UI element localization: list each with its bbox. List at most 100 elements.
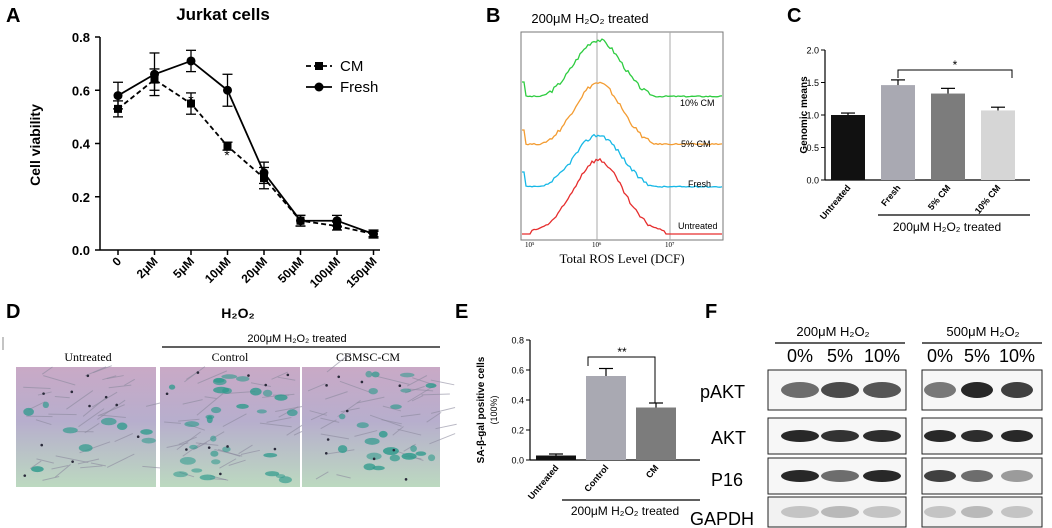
sa-beta-gal-stain: [400, 388, 412, 393]
blot-lane-2b: 5%: [964, 346, 990, 366]
cell-nucleus: [196, 371, 200, 374]
chart-b-title: 200μM H₂O₂ treated: [531, 11, 648, 26]
blot-band: [924, 430, 956, 442]
legend-fresh-label: Fresh: [340, 79, 378, 96]
cell-nucleus: [136, 435, 140, 439]
sa-beta-gal-stain: [116, 422, 128, 431]
chart-a-point-cm: [187, 99, 195, 108]
chart-a-xtick-label: 10μM: [202, 254, 234, 286]
cell-fiber: [271, 371, 289, 380]
cell-fiber: [219, 458, 237, 469]
panel-d-title: H₂O₂: [221, 305, 254, 321]
cell-fiber: [114, 433, 134, 443]
cell-fiber: [435, 423, 457, 430]
chart-e-ytick-label: 0.6: [511, 366, 524, 376]
panel-c: C Genomic means 0.0 0.5 1.0 1.5 2.0 Untreate…: [787, 5, 1030, 234]
sa-beta-gal-stain: [371, 371, 380, 378]
chart-a-ytick-label: 0.0: [72, 243, 90, 258]
sa-beta-gal-stain: [337, 445, 348, 454]
cell-fiber: [340, 407, 360, 413]
sa-beta-gal-stain: [23, 407, 34, 416]
sa-beta-gal-stain: [427, 454, 436, 462]
cell-nucleus: [104, 395, 108, 399]
chart-c-ytick-label: 2.0: [806, 46, 819, 56]
sa-beta-gal-stain: [236, 403, 249, 409]
chart-c-xtick-label: 5% CM: [926, 183, 953, 212]
chart-e-bar-2: [636, 407, 676, 460]
chart-c-group-label: 200μM H₂O₂ treated: [893, 220, 1001, 234]
cell-fiber: [356, 396, 385, 404]
sa-beta-gal-stain: [189, 444, 198, 450]
cell-fiber: [29, 460, 42, 470]
chart-e-ytick-label: 0.4: [511, 396, 524, 406]
sa-beta-gal-stain: [363, 463, 376, 471]
chart-b-histograms: [522, 38, 723, 235]
cell-fiber: [176, 431, 201, 451]
blot-grid: [767, 369, 1043, 528]
sa-beta-gal-stain: [365, 370, 373, 378]
blot-condition-2: 500μM H₂O₂: [946, 324, 1019, 339]
sa-beta-gal-stain: [390, 404, 402, 410]
cell-fiber: [259, 422, 292, 428]
blot-band: [1001, 506, 1033, 518]
sa-beta-gal-stain: [389, 454, 401, 462]
sa-beta-gal-stain: [378, 430, 388, 438]
blot-lane-1b: 0%: [927, 346, 953, 366]
cell-fiber: [250, 382, 271, 387]
cell-fiber: [326, 352, 352, 373]
cell-fiber: [307, 383, 326, 392]
cell-fiber: [36, 458, 54, 464]
blot-band: [781, 430, 819, 442]
blot-condition-1: 200μM H₂O₂: [796, 324, 869, 339]
chart-a-point-fresh: [259, 168, 269, 178]
cell-fiber: [339, 380, 371, 393]
chart-e-ytick-label: 0.8: [511, 336, 524, 346]
chart-a-point-fresh: [223, 85, 232, 95]
chart-c-ytick-label: 1.0: [806, 111, 819, 121]
cell-fiber: [238, 444, 253, 455]
cell-fiber: [320, 419, 337, 430]
chart-c-bars: Untreated Fresh 5% CM 10% CM: [818, 79, 1015, 222]
cell-fiber: [429, 433, 456, 445]
chart-a-xtick-label: 100μM: [307, 254, 343, 290]
sa-beta-gal-stain: [368, 387, 378, 395]
sa-beta-gal-stain: [62, 427, 78, 434]
blot-lane-3a: 10%: [864, 346, 900, 366]
sa-beta-gal-stain: [141, 437, 156, 444]
cell-fiber: [90, 462, 106, 467]
sa-beta-gal-stain: [236, 376, 250, 382]
cell-nucleus: [88, 404, 91, 408]
chart-e-yticks: 0.0 0.2 0.4 0.6 0.8: [511, 336, 530, 466]
chart-e-ylabel-unit: (100%): [489, 395, 499, 424]
sa-beta-gal-stain: [356, 422, 369, 429]
blot-row-gapdh: GAPDH: [690, 509, 754, 528]
sa-beta-gal-stain: [140, 429, 153, 435]
sa-beta-gal-stain: [372, 465, 385, 471]
chart-a-sig-star-1: *: [188, 92, 194, 108]
chart-c-xtick-label: Untreated: [818, 183, 853, 222]
cell-fiber: [108, 384, 132, 389]
chart-e-ytick-label: 0.0: [511, 456, 524, 466]
blot-row-p16: P16: [711, 470, 743, 490]
cell-nucleus: [326, 438, 330, 441]
cell-fiber: [204, 396, 217, 400]
chart-c-sig-bracket: [897, 69, 1013, 78]
sa-beta-gal-stain: [399, 372, 415, 378]
sa-beta-gal-stain: [191, 468, 203, 473]
panel-d-micrograph-untreated: [16, 365, 169, 487]
blot-band: [961, 382, 993, 398]
panel-letter-a: A: [6, 5, 20, 27]
cell-fiber: [102, 375, 117, 381]
chart-a-xtick-label: 2μM: [134, 254, 161, 281]
cell-nucleus: [337, 375, 341, 379]
cell-nucleus: [398, 384, 402, 388]
cell-nucleus: [345, 409, 349, 413]
chart-b-label-fresh: Fresh: [688, 179, 711, 189]
cell-nucleus: [247, 374, 250, 377]
cell-fiber: [336, 474, 351, 479]
cell-nucleus: [115, 403, 119, 407]
chart-e-group-label: 200μM H₂O₂ treated: [571, 504, 679, 518]
panel-d: D H₂O₂ 200μM H₂O₂ treated Untreated Cont…: [2, 301, 457, 487]
cell-nucleus: [392, 448, 396, 452]
chart-b-xtick-2: 10⁶: [592, 241, 602, 249]
